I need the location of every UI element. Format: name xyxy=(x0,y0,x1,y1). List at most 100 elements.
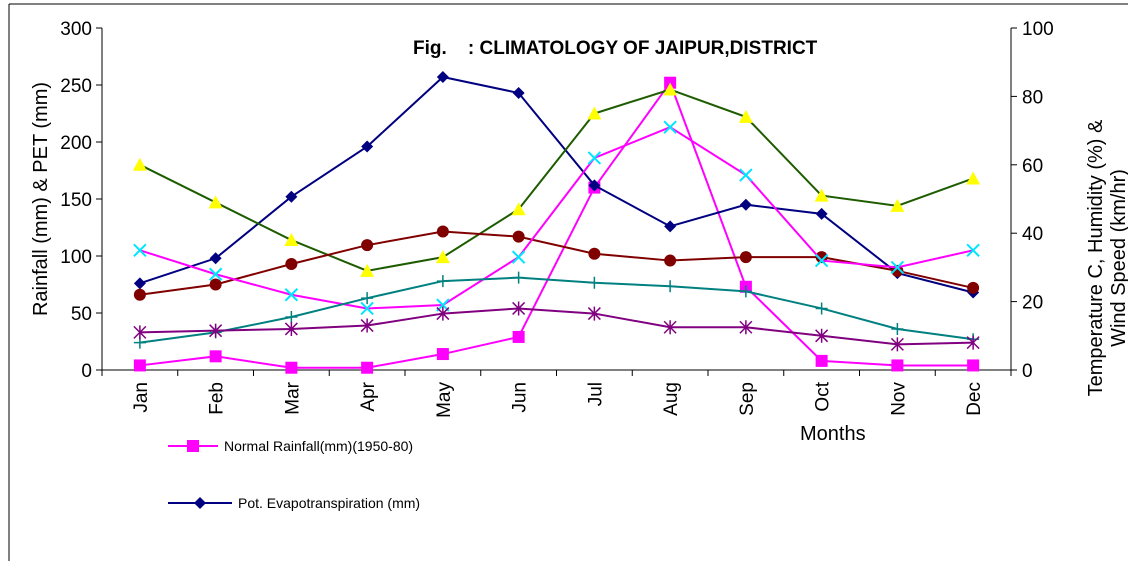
legend-item-rainfall: Normal Rainfall(mm)(1950-80) xyxy=(168,438,413,454)
series-point xyxy=(588,179,601,192)
series-6 xyxy=(133,301,980,352)
series-point xyxy=(891,322,904,335)
series-point xyxy=(511,250,526,264)
legend-pet-label: Pot. Evapotranspiration (mm) xyxy=(238,495,420,511)
x-axis-title: Months xyxy=(800,423,866,445)
series-point xyxy=(739,168,753,182)
series-point xyxy=(361,361,374,374)
x-tick-label: Mar xyxy=(282,381,303,414)
series-line xyxy=(139,126,974,310)
series-point xyxy=(360,318,374,333)
x-tick-label: Feb xyxy=(207,382,228,415)
series-point xyxy=(209,350,222,363)
x-tick-label: Jul xyxy=(585,382,606,406)
series-line xyxy=(139,88,974,272)
series-4 xyxy=(133,120,980,316)
left-tick-label: 100 xyxy=(60,247,92,268)
left-tick-label: 300 xyxy=(60,19,92,40)
series-point xyxy=(890,260,905,275)
x-tick-label: Dec xyxy=(964,382,985,416)
right-tick-label: 80 xyxy=(1022,87,1043,108)
series-point xyxy=(588,276,601,289)
legend-rainfall-marker xyxy=(187,440,199,452)
right-tick-label: 20 xyxy=(1022,293,1043,314)
series-point xyxy=(664,254,677,267)
series-point xyxy=(815,302,828,315)
right-axis-title-line-2: Wind Speed (km/hr) xyxy=(1108,169,1128,347)
x-tick-label: Sep xyxy=(737,382,758,416)
series-point xyxy=(435,250,450,264)
x-tick-label: Jan xyxy=(131,382,152,413)
series-point xyxy=(436,71,449,84)
right-tick-label: 60 xyxy=(1022,156,1043,177)
series-point xyxy=(815,328,829,343)
series-point xyxy=(512,271,525,284)
x-tick-label: May xyxy=(434,382,455,418)
series-point xyxy=(663,82,678,96)
x-tick-label: Aug xyxy=(661,382,682,416)
series-point xyxy=(284,321,298,336)
left-tick-label: 50 xyxy=(71,304,92,325)
series-point xyxy=(209,252,222,265)
chart-title: Fig. : CLIMATOLOGY OF JAIPUR,DISTRICT xyxy=(413,38,818,59)
series-point xyxy=(208,267,223,281)
series-point xyxy=(512,301,526,316)
series-point xyxy=(966,243,980,258)
series-point xyxy=(209,323,223,338)
series-point xyxy=(966,335,980,350)
series-point xyxy=(285,310,298,323)
right-axis-title-line-1: Temperature C, Humidity (%) & xyxy=(1085,119,1107,396)
left-tick-label: 150 xyxy=(60,190,92,211)
series-point xyxy=(361,292,374,305)
series-line xyxy=(139,75,974,294)
series-line xyxy=(139,276,974,344)
series-point xyxy=(209,278,222,291)
series-point xyxy=(815,354,828,367)
series-point xyxy=(436,306,450,321)
series-line xyxy=(139,80,974,369)
series-point xyxy=(511,202,526,216)
series-point xyxy=(588,247,601,260)
series-point xyxy=(890,198,905,212)
series-point xyxy=(436,348,449,361)
x-tick-label: Oct xyxy=(813,381,834,411)
right-tick-label: 0 xyxy=(1022,361,1033,382)
series-point xyxy=(133,288,146,301)
series-point xyxy=(738,109,753,123)
right-tick-label: 40 xyxy=(1022,224,1043,245)
series-line xyxy=(139,307,974,346)
series-point xyxy=(360,301,374,316)
series-point xyxy=(739,320,753,335)
series-point xyxy=(361,239,374,252)
series-point xyxy=(133,359,146,372)
series-point xyxy=(285,361,298,374)
series-point xyxy=(285,257,298,270)
series-point xyxy=(284,233,299,247)
series-2 xyxy=(132,82,981,277)
x-tick-label: Apr xyxy=(358,381,379,411)
x-axis-ticks: Jan Feb Mar Apr May Jun Jul Aug Sep Oct Nov Dec xyxy=(101,370,1012,418)
right-tick-label: 100 xyxy=(1022,19,1054,40)
left-axis-ticks: 0 50 100 150 200 250 300 xyxy=(60,19,102,382)
series-point xyxy=(512,330,525,343)
series-point xyxy=(739,198,752,211)
series-point xyxy=(133,277,146,290)
series-point xyxy=(587,306,601,321)
series-point xyxy=(587,106,602,120)
series-point xyxy=(890,337,904,352)
series-point xyxy=(663,320,677,335)
legend-item-pet: Pot. Evapotranspiration (mm) xyxy=(168,495,420,511)
series-point xyxy=(132,157,147,171)
series-point xyxy=(967,281,980,294)
series-point xyxy=(815,207,828,220)
series-point xyxy=(133,325,147,340)
series-layer xyxy=(132,71,981,374)
legend-rainfall-label: Normal Rainfall(mm)(1950-80) xyxy=(224,438,413,454)
left-tick-label: 250 xyxy=(60,76,92,97)
series-point xyxy=(966,171,981,185)
series-0 xyxy=(133,76,980,374)
series-point xyxy=(814,188,829,202)
series-point xyxy=(436,225,449,238)
legend-pet-marker xyxy=(194,497,206,509)
